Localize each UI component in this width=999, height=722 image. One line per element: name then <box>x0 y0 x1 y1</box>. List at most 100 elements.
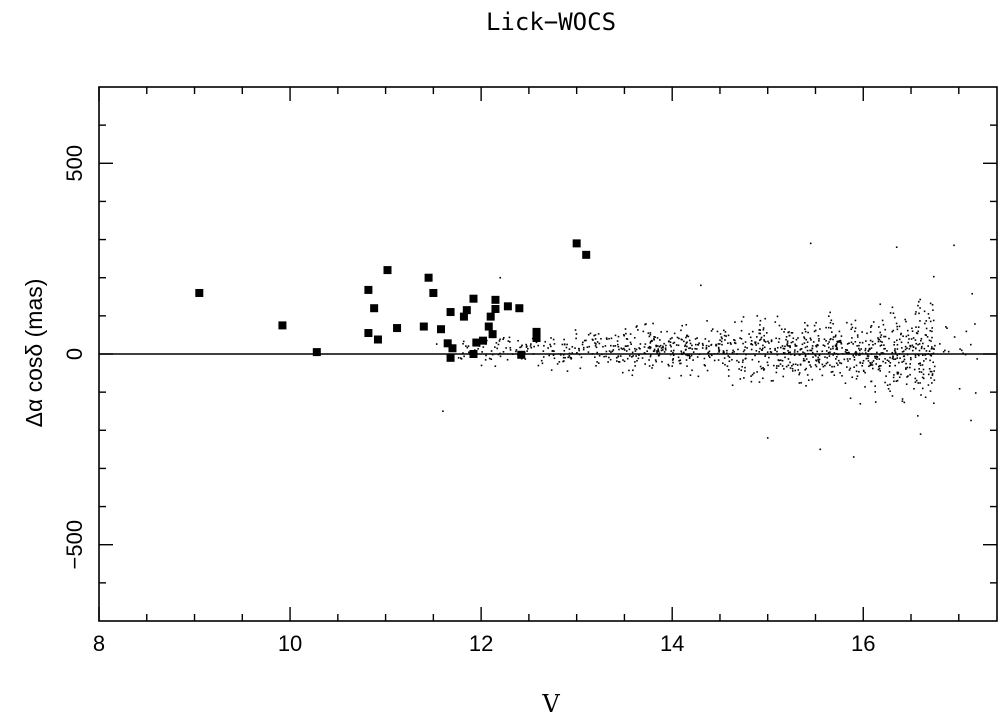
faint-star-point <box>556 363 559 365</box>
faint-star-point <box>781 345 784 347</box>
faint-star-point <box>680 338 683 341</box>
faint-star-point <box>566 370 569 372</box>
faint-star-point <box>726 365 729 368</box>
faint-star-point <box>625 350 628 352</box>
faint-star-point <box>641 357 644 359</box>
faint-star-point <box>756 315 759 317</box>
faint-star-point <box>855 364 858 367</box>
faint-star-point <box>874 342 876 345</box>
faint-star-point <box>953 244 955 247</box>
faint-star-point <box>870 347 873 349</box>
faint-star-point <box>867 355 870 357</box>
faint-star-point <box>655 344 657 347</box>
faint-star-point <box>770 380 773 382</box>
faint-star-point <box>691 344 693 347</box>
faint-star-point <box>706 320 708 322</box>
faint-star-point <box>906 376 908 378</box>
faint-star-point <box>867 357 869 360</box>
faint-star-point <box>653 335 655 338</box>
faint-star-point <box>768 356 770 359</box>
faint-star-point <box>579 367 582 370</box>
faint-star-point <box>894 364 896 367</box>
faint-star-point <box>876 358 878 360</box>
faint-star-point <box>671 337 673 339</box>
faint-star-point <box>829 364 831 367</box>
faint-star-point <box>731 351 734 354</box>
faint-star-point <box>806 374 809 376</box>
faint-star-point <box>694 347 696 350</box>
faint-star-point <box>741 365 744 368</box>
faint-star-point <box>817 356 820 359</box>
faint-star-point <box>462 340 465 343</box>
faint-star-point <box>775 367 778 369</box>
faint-star-point <box>960 349 963 352</box>
faint-star-point <box>678 359 680 362</box>
faint-star-point <box>526 345 528 348</box>
faint-star-point <box>681 353 683 356</box>
faint-star-point <box>927 345 929 347</box>
faint-star-point <box>744 370 746 372</box>
faint-star-point <box>925 334 927 337</box>
faint-star-point <box>689 342 692 345</box>
faint-star-point <box>689 355 691 358</box>
faint-star-point <box>878 367 881 370</box>
faint-star-point <box>796 350 799 353</box>
faint-star-point <box>869 348 871 351</box>
faint-star-point <box>558 361 561 363</box>
faint-star-point <box>930 340 932 342</box>
faint-star-point <box>929 302 932 305</box>
faint-star-point <box>484 359 487 361</box>
faint-star-point <box>858 352 861 355</box>
faint-star-point <box>670 345 672 348</box>
faint-star-point <box>624 345 627 347</box>
faint-star-point <box>885 375 887 377</box>
bright-star-point <box>479 336 488 345</box>
faint-star-point <box>876 356 878 359</box>
faint-star-point <box>715 344 717 347</box>
faint-star-point <box>933 379 936 381</box>
faint-star-point <box>874 391 877 393</box>
faint-star-point <box>806 341 809 344</box>
faint-star-point <box>738 368 740 370</box>
faint-star-point <box>840 335 843 337</box>
faint-star-point <box>911 327 913 330</box>
faint-star-point <box>602 345 604 348</box>
faint-star-point <box>559 353 562 355</box>
faint-star-point <box>695 343 697 346</box>
faint-star-point <box>653 338 655 340</box>
faint-star-point <box>655 345 658 348</box>
faint-star-point <box>898 361 900 364</box>
faint-star-point <box>837 364 839 366</box>
faint-star-point <box>563 343 566 346</box>
faint-star-point <box>898 325 901 328</box>
faint-star-point <box>864 349 867 352</box>
faint-star-point <box>886 350 888 352</box>
faint-star-point <box>776 346 779 349</box>
faint-star-point <box>652 364 654 367</box>
faint-star-point <box>783 331 785 333</box>
faint-star-point <box>787 351 790 354</box>
faint-star-point <box>628 369 630 372</box>
faint-star-point <box>840 341 842 344</box>
faint-star-point <box>801 343 804 346</box>
faint-star-point <box>596 361 598 363</box>
faint-star-point <box>782 347 785 350</box>
faint-star-point <box>741 361 744 363</box>
faint-star-point <box>847 360 849 362</box>
axis-ticks <box>98 87 997 621</box>
faint-star-point <box>925 320 928 322</box>
faint-star-point <box>490 358 493 361</box>
faint-star-point <box>861 352 864 355</box>
faint-star-point <box>872 343 874 346</box>
faint-star-point <box>731 358 733 361</box>
faint-star-point <box>717 343 720 345</box>
faint-star-point <box>805 338 808 341</box>
faint-star-point <box>521 344 523 347</box>
faint-star-point <box>605 350 608 353</box>
faint-star-point <box>839 339 842 342</box>
faint-star-point <box>632 369 634 372</box>
faint-star-point <box>732 349 734 352</box>
faint-star-point <box>838 330 841 333</box>
faint-star-point <box>498 340 501 342</box>
faint-star-point <box>529 345 532 347</box>
